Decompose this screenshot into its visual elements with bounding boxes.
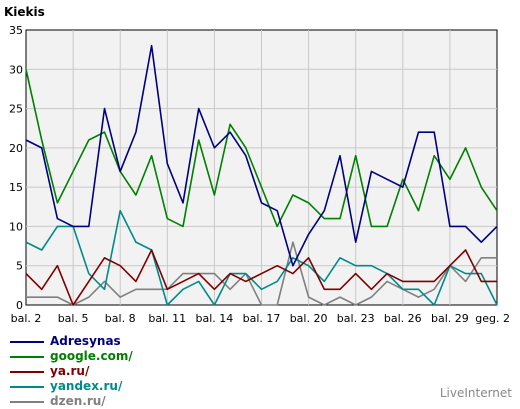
x-tick-label: bal. 29 [431, 312, 469, 325]
y-tick-label: 25 [9, 103, 23, 116]
y-tick-label: 35 [9, 24, 23, 37]
x-tick-labels: bal. 2 bal. 5 bal. 8 bal. 11 bal. 14 bal. 17 b… [11, 312, 510, 325]
legend-label: yandex.ru/ [50, 379, 123, 393]
x-tick-label: bal. 2 [11, 312, 42, 325]
x-tick-label: bal. 23 [337, 312, 375, 325]
legend-label: ya.ru/ [50, 364, 90, 378]
legend-label: Adresynas [50, 334, 121, 348]
series-line-google-com [25, 69, 498, 228]
y-tick-label: 5 [16, 260, 23, 273]
x-tick-label: bal. 14 [196, 312, 234, 325]
x-tick-label: bal. 17 [243, 312, 281, 325]
x-tick-label: bal. 11 [148, 312, 186, 325]
legend-label: google.com/ [50, 349, 133, 363]
legend-swatch [10, 371, 44, 373]
y-tick-label: 0 [16, 299, 23, 312]
y-tick-label: 15 [9, 181, 23, 194]
y-tick-label: 30 [9, 63, 23, 76]
x-tick-label: bal. 26 [384, 312, 422, 325]
legend-swatch [10, 386, 44, 388]
series-lines [25, 44, 498, 306]
legend-swatch [10, 401, 44, 403]
gridlines [26, 30, 497, 305]
liveinternet-credit: LiveInternet [439, 386, 512, 400]
legend-swatch [10, 341, 44, 343]
line-chart: Kiekis 0 5 10 15 20 25 30 35 bal. 2 bal. 5 bal. 8… [4, 5, 510, 325]
x-tick-label: bal. 5 [58, 312, 89, 325]
y-axis-title: Kiekis [4, 5, 45, 19]
series-line-ya-ru [25, 249, 497, 306]
series-line-adresynas [25, 44, 498, 267]
x-tick-label: geg. 2 [475, 312, 510, 325]
legend-swatch [10, 356, 44, 358]
x-tick-label: bal. 20 [290, 312, 328, 325]
x-tick-label: bal. 8 [105, 312, 136, 325]
legend-label: dzen.ru/ [50, 394, 106, 408]
y-tick-label: 20 [9, 142, 23, 155]
y-tick-label: 10 [9, 220, 23, 233]
series-line-yandex-ru [25, 209, 498, 306]
y-tick-labels: 0 5 10 15 20 25 30 35 [9, 24, 23, 312]
series-line-dzen-ru [26, 241, 497, 306]
